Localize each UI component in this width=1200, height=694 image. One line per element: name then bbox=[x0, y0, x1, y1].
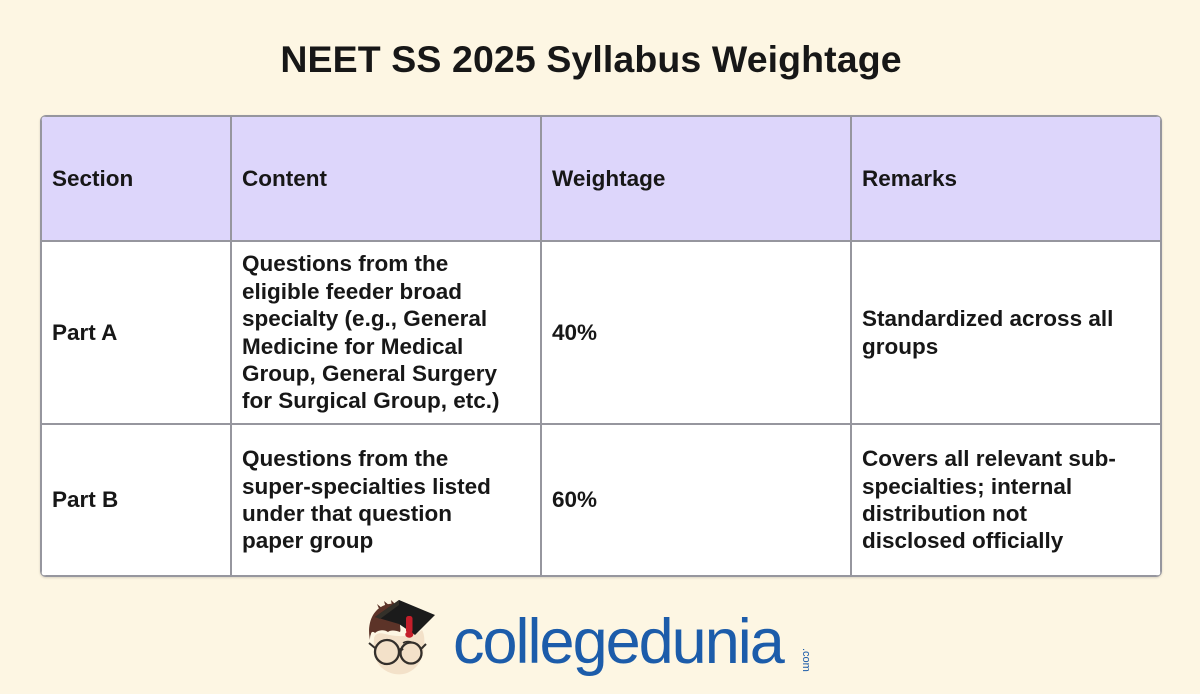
svg-text:collegedunia: collegedunia bbox=[453, 607, 786, 677]
svg-text:.com: .com bbox=[800, 648, 812, 672]
